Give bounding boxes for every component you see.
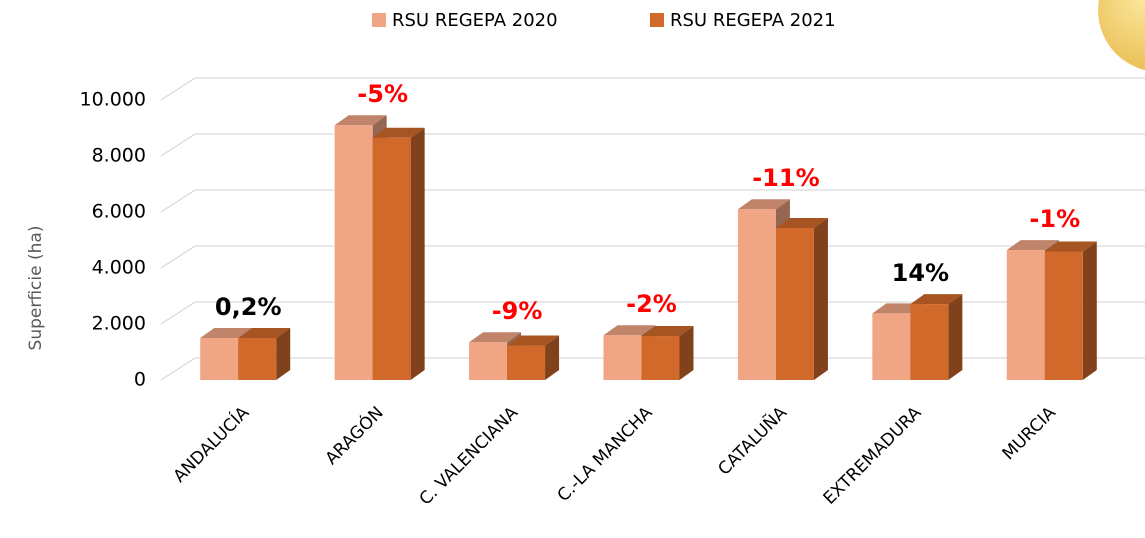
bar-front bbox=[335, 125, 373, 380]
bar bbox=[507, 336, 559, 380]
bar-front bbox=[776, 228, 814, 380]
bar-front bbox=[738, 209, 776, 380]
bar bbox=[238, 328, 290, 380]
grid-line bbox=[161, 78, 1145, 100]
x-tick-label: CATALUÑA bbox=[713, 401, 791, 479]
bar-front bbox=[373, 138, 411, 380]
legend-label: RSU REGEPA 2020 bbox=[392, 10, 558, 31]
change-label: -2% bbox=[626, 290, 677, 318]
change-label: -11% bbox=[752, 164, 819, 192]
bar bbox=[776, 218, 828, 380]
x-tick-label: C. VALENCIANA bbox=[416, 403, 523, 510]
bar-side bbox=[814, 218, 828, 380]
x-tick-label: ANDALUCÍA bbox=[168, 401, 253, 486]
grid-line bbox=[161, 134, 1145, 156]
y-tick-label: 6.000 bbox=[92, 201, 146, 223]
bar-front bbox=[910, 304, 948, 380]
change-label: 14% bbox=[892, 259, 949, 287]
x-tick-label: C.-LA MANCHA bbox=[554, 403, 657, 506]
change-label: -1% bbox=[1029, 205, 1080, 233]
bar-front bbox=[642, 336, 680, 380]
change-label: -9% bbox=[492, 297, 543, 325]
x-tick-label: ARAGÓN bbox=[320, 402, 387, 469]
bar bbox=[642, 326, 694, 380]
change-label: -5% bbox=[357, 80, 408, 108]
x-tick-label: EXTREMADURA bbox=[820, 403, 926, 509]
y-tick-label: 8.000 bbox=[92, 145, 146, 167]
legend-swatch bbox=[650, 13, 664, 27]
x-tick-label: MURCIA bbox=[999, 403, 1060, 464]
y-tick-label: 10.000 bbox=[80, 89, 146, 111]
y-tick-label: 2.000 bbox=[92, 313, 146, 335]
bar bbox=[910, 294, 962, 380]
decoration bbox=[1098, 0, 1145, 72]
bar bbox=[373, 128, 425, 380]
bar-front bbox=[1007, 250, 1045, 380]
bar-front bbox=[200, 338, 238, 380]
bar-front bbox=[872, 313, 910, 380]
bar-side bbox=[948, 294, 962, 380]
change-label: 0,2% bbox=[215, 293, 282, 321]
bar-front bbox=[469, 342, 507, 380]
legend-label: RSU REGEPA 2021 bbox=[670, 10, 836, 31]
bar-front bbox=[1045, 251, 1083, 380]
bar-front bbox=[604, 335, 642, 380]
y-tick-label: 4.000 bbox=[92, 257, 146, 279]
bar-front bbox=[238, 338, 276, 380]
bar-side bbox=[1083, 241, 1097, 380]
chart: Superficie (ha) 0 2.000 4.000 6.000 8.000 10.… bbox=[0, 0, 1145, 538]
bar-side bbox=[411, 128, 425, 380]
legend-swatch bbox=[372, 13, 386, 27]
y-axis-title: Superficie (ha) bbox=[26, 226, 46, 351]
y-tick-label: 0 bbox=[134, 369, 146, 391]
bar-front bbox=[507, 346, 545, 380]
bar bbox=[1045, 241, 1097, 380]
grid-line bbox=[161, 246, 1145, 268]
grid-line bbox=[161, 190, 1145, 212]
